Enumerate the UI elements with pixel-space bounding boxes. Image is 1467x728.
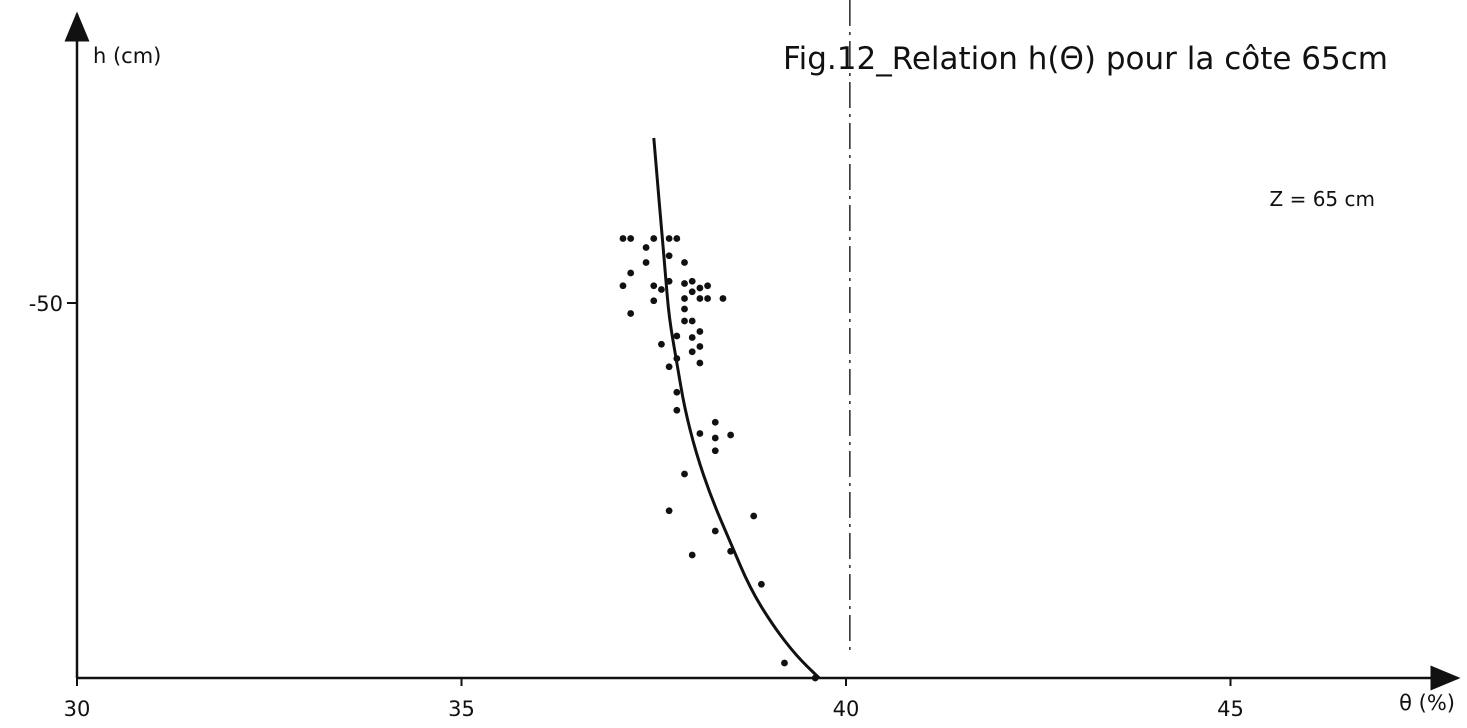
data-point — [627, 269, 635, 277]
chart-title: Fig.12_Relation h(Θ) pour la côte 65cm — [783, 41, 1388, 77]
data-point — [681, 280, 688, 287]
data-point — [696, 328, 704, 335]
data-point — [696, 284, 704, 292]
data-point — [688, 551, 696, 559]
data-point — [658, 286, 665, 293]
data-point — [696, 343, 704, 350]
axes — [64, 11, 1461, 691]
data-point — [811, 674, 819, 682]
data-point — [619, 282, 627, 290]
data-point — [681, 259, 688, 266]
data-points — [619, 235, 819, 682]
data-point — [711, 434, 719, 442]
data-point — [665, 235, 673, 242]
data-point — [711, 527, 719, 535]
x-tick-label: 30 — [64, 697, 91, 721]
fit-curve — [652, 137, 821, 680]
data-point — [688, 334, 696, 341]
data-point — [665, 277, 673, 285]
data-point — [627, 310, 635, 317]
data-point — [650, 297, 658, 305]
data-point — [642, 244, 650, 251]
x-tick-label: 40 — [833, 697, 860, 721]
data-point — [696, 295, 704, 302]
data-point — [704, 282, 711, 290]
data-point — [681, 317, 688, 325]
data-point — [727, 431, 735, 439]
data-point — [673, 388, 681, 396]
fit-curve-group — [652, 137, 821, 680]
data-point — [781, 659, 788, 667]
data-point — [642, 259, 650, 266]
data-point — [758, 580, 765, 588]
y-tick-label: -50 — [29, 292, 63, 316]
data-point — [711, 447, 719, 455]
annotation-z: Z = 65 cm — [1270, 187, 1375, 211]
x-tick-label: 35 — [448, 697, 475, 721]
x-axis-title: θ (%) — [1399, 691, 1455, 715]
data-point — [650, 235, 658, 242]
data-point — [750, 512, 758, 520]
y-axis-title: h (cm) — [93, 44, 161, 68]
data-point — [711, 418, 719, 426]
data-point — [681, 305, 688, 313]
data-point — [719, 295, 727, 302]
data-point — [673, 332, 681, 340]
data-point — [727, 547, 735, 555]
data-point — [688, 277, 696, 285]
data-point — [696, 430, 704, 437]
data-point — [696, 359, 704, 367]
data-point — [704, 295, 711, 302]
data-point — [688, 348, 696, 356]
data-point — [665, 363, 673, 371]
data-point — [688, 317, 696, 325]
data-point — [619, 235, 627, 242]
data-point — [681, 470, 688, 478]
data-point — [665, 507, 673, 515]
data-point — [658, 340, 665, 348]
tick-labels: 30 35 40 45 -50 — [29, 292, 1244, 721]
data-point — [650, 282, 658, 290]
data-point — [627, 235, 635, 242]
data-point — [673, 406, 681, 414]
data-point — [665, 252, 673, 260]
data-point — [681, 295, 688, 302]
data-point — [688, 288, 696, 296]
data-point — [673, 235, 681, 242]
data-point — [673, 355, 681, 362]
x-tick-label: 45 — [1217, 697, 1244, 721]
